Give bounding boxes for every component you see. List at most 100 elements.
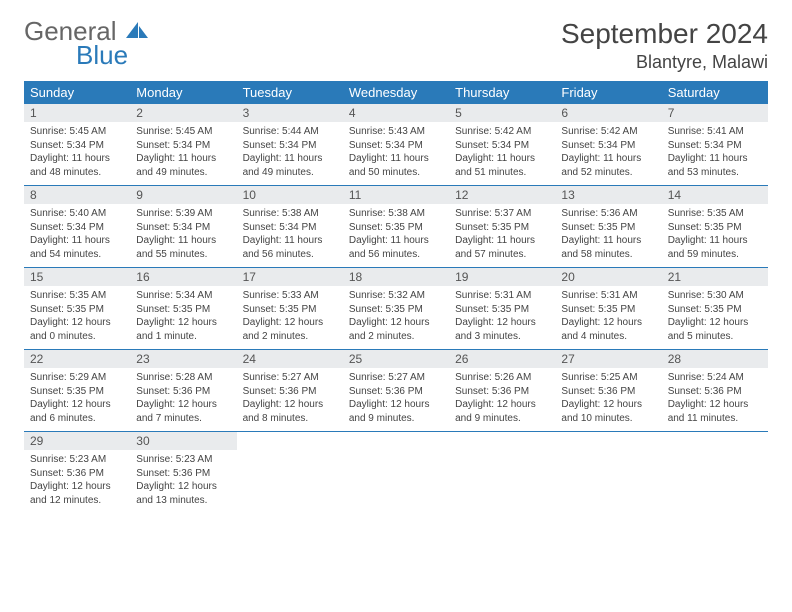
sunrise-text: Sunrise: 5:39 AM: [136, 207, 230, 221]
sunset-text: Sunset: 5:35 PM: [349, 221, 443, 235]
day-number: 1: [24, 104, 130, 122]
sunset-text: Sunset: 5:36 PM: [561, 385, 655, 399]
daylight-text: Daylight: 12 hours and 11 minutes.: [668, 398, 762, 425]
sunrise-text: Sunrise: 5:34 AM: [136, 289, 230, 303]
daylight-text: Daylight: 11 hours and 55 minutes.: [136, 234, 230, 261]
sunrise-text: Sunrise: 5:25 AM: [561, 371, 655, 385]
day-number: 20: [555, 268, 661, 286]
day-number: 23: [130, 350, 236, 368]
day-content: Sunrise: 5:42 AMSunset: 5:34 PMDaylight:…: [449, 122, 555, 185]
day-number: 25: [343, 350, 449, 368]
calendar-cell: 19Sunrise: 5:31 AMSunset: 5:35 PMDayligh…: [449, 268, 555, 350]
sunset-text: Sunset: 5:36 PM: [455, 385, 549, 399]
sunrise-text: Sunrise: 5:26 AM: [455, 371, 549, 385]
day-content: Sunrise: 5:43 AMSunset: 5:34 PMDaylight:…: [343, 122, 449, 185]
sunrise-text: Sunrise: 5:33 AM: [243, 289, 337, 303]
sunset-text: Sunset: 5:36 PM: [136, 467, 230, 481]
sunrise-text: Sunrise: 5:44 AM: [243, 125, 337, 139]
day-number: 30: [130, 432, 236, 450]
daylight-text: Daylight: 12 hours and 10 minutes.: [561, 398, 655, 425]
daylight-text: Daylight: 11 hours and 52 minutes.: [561, 152, 655, 179]
sunrise-text: Sunrise: 5:41 AM: [668, 125, 762, 139]
sunset-text: Sunset: 5:35 PM: [668, 221, 762, 235]
day-header: Saturday: [662, 81, 768, 104]
daylight-text: Daylight: 11 hours and 54 minutes.: [30, 234, 124, 261]
daylight-text: Daylight: 12 hours and 8 minutes.: [243, 398, 337, 425]
sunrise-text: Sunrise: 5:28 AM: [136, 371, 230, 385]
day-number: 29: [24, 432, 130, 450]
sunrise-text: Sunrise: 5:42 AM: [561, 125, 655, 139]
day-number: 24: [237, 350, 343, 368]
sunset-text: Sunset: 5:35 PM: [668, 303, 762, 317]
sunrise-text: Sunrise: 5:43 AM: [349, 125, 443, 139]
day-content: Sunrise: 5:33 AMSunset: 5:35 PMDaylight:…: [237, 286, 343, 349]
day-number: 13: [555, 186, 661, 204]
day-content: Sunrise: 5:41 AMSunset: 5:34 PMDaylight:…: [662, 122, 768, 185]
day-number: 26: [449, 350, 555, 368]
day-number: 18: [343, 268, 449, 286]
calendar-week: 15Sunrise: 5:35 AMSunset: 5:35 PMDayligh…: [24, 268, 768, 350]
calendar-cell: 21Sunrise: 5:30 AMSunset: 5:35 PMDayligh…: [662, 268, 768, 350]
day-number: 7: [662, 104, 768, 122]
day-number: 4: [343, 104, 449, 122]
sunrise-text: Sunrise: 5:40 AM: [30, 207, 124, 221]
calendar-grid: Sunday Monday Tuesday Wednesday Thursday…: [24, 81, 768, 513]
sunset-text: Sunset: 5:35 PM: [30, 303, 124, 317]
calendar-cell: 24Sunrise: 5:27 AMSunset: 5:36 PMDayligh…: [237, 350, 343, 432]
day-number: 15: [24, 268, 130, 286]
calendar-cell: 26Sunrise: 5:26 AMSunset: 5:36 PMDayligh…: [449, 350, 555, 432]
day-number: 21: [662, 268, 768, 286]
day-content: Sunrise: 5:44 AMSunset: 5:34 PMDaylight:…: [237, 122, 343, 185]
calendar-cell: 30Sunrise: 5:23 AMSunset: 5:36 PMDayligh…: [130, 432, 236, 514]
day-content: Sunrise: 5:40 AMSunset: 5:34 PMDaylight:…: [24, 204, 130, 267]
sunset-text: Sunset: 5:34 PM: [668, 139, 762, 153]
sunrise-text: Sunrise: 5:31 AM: [561, 289, 655, 303]
sunrise-text: Sunrise: 5:35 AM: [668, 207, 762, 221]
sunrise-text: Sunrise: 5:31 AM: [455, 289, 549, 303]
calendar-week: 22Sunrise: 5:29 AMSunset: 5:35 PMDayligh…: [24, 350, 768, 432]
day-number: 5: [449, 104, 555, 122]
day-content: Sunrise: 5:30 AMSunset: 5:35 PMDaylight:…: [662, 286, 768, 349]
sunset-text: Sunset: 5:35 PM: [455, 221, 549, 235]
day-number: 22: [24, 350, 130, 368]
day-number: 11: [343, 186, 449, 204]
day-content: Sunrise: 5:27 AMSunset: 5:36 PMDaylight:…: [343, 368, 449, 431]
day-content: Sunrise: 5:24 AMSunset: 5:36 PMDaylight:…: [662, 368, 768, 431]
day-number: 19: [449, 268, 555, 286]
sunrise-text: Sunrise: 5:38 AM: [243, 207, 337, 221]
daylight-text: Daylight: 11 hours and 59 minutes.: [668, 234, 762, 261]
day-header: Thursday: [449, 81, 555, 104]
daylight-text: Daylight: 11 hours and 49 minutes.: [243, 152, 337, 179]
day-content: Sunrise: 5:45 AMSunset: 5:34 PMDaylight:…: [130, 122, 236, 185]
calendar-cell: 29Sunrise: 5:23 AMSunset: 5:36 PMDayligh…: [24, 432, 130, 514]
calendar-cell: 2Sunrise: 5:45 AMSunset: 5:34 PMDaylight…: [130, 104, 236, 186]
day-header: Tuesday: [237, 81, 343, 104]
calendar-cell: [555, 432, 661, 514]
day-number: 2: [130, 104, 236, 122]
sunset-text: Sunset: 5:36 PM: [136, 385, 230, 399]
calendar-cell: 25Sunrise: 5:27 AMSunset: 5:36 PMDayligh…: [343, 350, 449, 432]
day-content: Sunrise: 5:29 AMSunset: 5:35 PMDaylight:…: [24, 368, 130, 431]
day-header: Wednesday: [343, 81, 449, 104]
day-content: Sunrise: 5:37 AMSunset: 5:35 PMDaylight:…: [449, 204, 555, 267]
day-content: Sunrise: 5:38 AMSunset: 5:34 PMDaylight:…: [237, 204, 343, 267]
calendar-cell: 5Sunrise: 5:42 AMSunset: 5:34 PMDaylight…: [449, 104, 555, 186]
calendar-cell: 13Sunrise: 5:36 AMSunset: 5:35 PMDayligh…: [555, 186, 661, 268]
sunset-text: Sunset: 5:34 PM: [136, 221, 230, 235]
daylight-text: Daylight: 12 hours and 2 minutes.: [349, 316, 443, 343]
calendar-cell: 1Sunrise: 5:45 AMSunset: 5:34 PMDaylight…: [24, 104, 130, 186]
sunrise-text: Sunrise: 5:27 AM: [349, 371, 443, 385]
sunrise-text: Sunrise: 5:30 AM: [668, 289, 762, 303]
daylight-text: Daylight: 12 hours and 6 minutes.: [30, 398, 124, 425]
daylight-text: Daylight: 11 hours and 58 minutes.: [561, 234, 655, 261]
calendar-cell: 23Sunrise: 5:28 AMSunset: 5:36 PMDayligh…: [130, 350, 236, 432]
daylight-text: Daylight: 12 hours and 1 minute.: [136, 316, 230, 343]
daylight-text: Daylight: 12 hours and 13 minutes.: [136, 480, 230, 507]
day-content: Sunrise: 5:31 AMSunset: 5:35 PMDaylight:…: [555, 286, 661, 349]
day-number: 17: [237, 268, 343, 286]
sunset-text: Sunset: 5:34 PM: [30, 139, 124, 153]
daylight-text: Daylight: 11 hours and 49 minutes.: [136, 152, 230, 179]
calendar-cell: 11Sunrise: 5:38 AMSunset: 5:35 PMDayligh…: [343, 186, 449, 268]
month-title: September 2024: [561, 18, 768, 50]
day-content: Sunrise: 5:35 AMSunset: 5:35 PMDaylight:…: [662, 204, 768, 267]
